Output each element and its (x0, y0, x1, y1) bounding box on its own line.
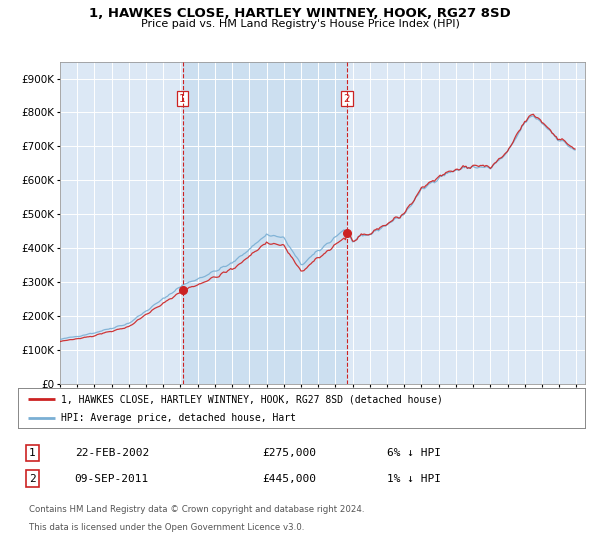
Text: 6% ↓ HPI: 6% ↓ HPI (386, 447, 440, 458)
Text: 1, HAWKES CLOSE, HARTLEY WINTNEY, HOOK, RG27 8SD (detached house): 1, HAWKES CLOSE, HARTLEY WINTNEY, HOOK, … (61, 394, 442, 404)
Text: 2: 2 (29, 474, 35, 483)
Text: 22-FEB-2002: 22-FEB-2002 (75, 447, 149, 458)
Bar (182, 62, 347, 384)
Text: 2: 2 (344, 94, 350, 104)
Text: 1, HAWKES CLOSE, HARTLEY WINTNEY, HOOK, RG27 8SD: 1, HAWKES CLOSE, HARTLEY WINTNEY, HOOK, … (89, 7, 511, 20)
Text: HPI: Average price, detached house, Hart: HPI: Average price, detached house, Hart (61, 413, 296, 423)
Text: This data is licensed under the Open Government Licence v3.0.: This data is licensed under the Open Gov… (29, 522, 305, 532)
Text: 1: 1 (29, 447, 35, 458)
Text: 09-SEP-2011: 09-SEP-2011 (75, 474, 149, 483)
Text: Contains HM Land Registry data © Crown copyright and database right 2024.: Contains HM Land Registry data © Crown c… (29, 505, 365, 514)
Text: 1% ↓ HPI: 1% ↓ HPI (386, 474, 440, 483)
Text: Price paid vs. HM Land Registry's House Price Index (HPI): Price paid vs. HM Land Registry's House … (140, 19, 460, 29)
Text: £445,000: £445,000 (262, 474, 316, 483)
Text: £275,000: £275,000 (262, 447, 316, 458)
Text: 1: 1 (179, 94, 186, 104)
